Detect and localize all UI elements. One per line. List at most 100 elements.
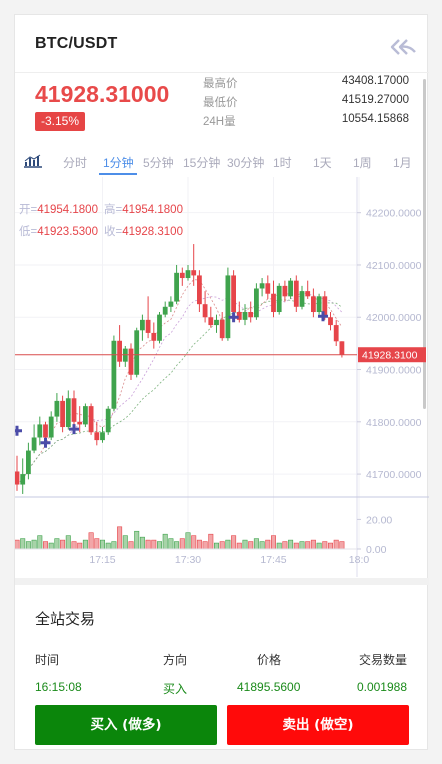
candle-body [299,291,305,307]
market-card: BTC/USDT 41928.31000 -3.15% 最高价 43408.17… [14,14,429,750]
tab-1min[interactable]: 1分钟 [103,156,134,170]
high-label: 高= [104,202,122,216]
candle-body [316,296,322,313]
candle-body [174,272,179,302]
x-tick-label: 17:15 [89,554,115,566]
volume-bar [322,541,328,550]
stat-label: 最高价 [203,78,238,90]
volume-bar [65,535,71,550]
col-header-price: 价格 [257,653,282,667]
candle-body [83,406,88,425]
ticker-stats: 最高价 43408.17000 最低价 41519.27000 24H量 105… [203,75,409,132]
y-tick-label: 42100.0000 [366,260,422,272]
candle-body [54,400,60,417]
active-tab-underline [99,173,137,175]
volume-bar [139,536,145,550]
trade-marker [15,425,22,436]
candle-body [31,437,37,451]
candle-body [271,293,276,313]
x-tick-label: 18:0 [349,554,370,566]
current-price-label: 41928.3100 [362,350,418,362]
candle-body [231,275,236,313]
ma5-line [16,279,343,485]
stat-value: 43408.17000 [341,75,409,87]
volume-bar [208,533,214,550]
volume-bar [242,539,248,550]
interval-tabs: 分时 1分钟 5分钟 15分钟 30分钟 1时 1天 1周 1月 [15,149,419,177]
candle-body [37,424,43,438]
volume-bar [174,541,180,550]
col-header-time: 时间 [35,653,60,667]
close-label: 收= [104,224,122,238]
candle-body [328,317,333,326]
volume-bar [333,539,339,550]
candle-body [151,332,157,341]
trade-marker [318,311,328,322]
tab-5min[interactable]: 5分钟 [143,156,174,170]
chart-bars-icon[interactable] [23,154,43,168]
candle-body [191,270,197,276]
volume-bar [100,539,106,550]
tab-1hour[interactable]: 1时 [273,156,292,170]
x-tick-label: 17:45 [260,554,286,566]
volume-bar [37,535,43,550]
last-price: 41928.31000 [35,81,170,107]
candle-body [65,398,71,428]
ma20-line [16,299,343,485]
double-back-arrow-icon[interactable] [389,37,417,57]
volume-bar [128,541,134,550]
volume-bar [265,539,271,550]
low-label: 低= [19,225,37,238]
ohlc-readout-row2: 低=41923.5300 收=41928.3100 [19,224,183,238]
open-value: 41954.1800 [37,204,98,216]
y-tick-label: 42200.0000 [366,208,422,220]
candle-body [242,312,248,320]
buy-long-button[interactable]: 买入 (做多) [35,705,217,745]
volume-bar [259,541,265,550]
candle-body [214,319,219,326]
volume-bar [185,532,191,550]
tab-15min[interactable]: 15分钟 [183,156,221,170]
tab-timeline[interactable]: 分时 [63,156,88,170]
close-value: 41928.3100 [122,226,183,238]
open-label: 开= [19,204,37,216]
candle-body [26,450,31,475]
volume-tick-label: 20.00 [366,514,392,526]
candle-body [276,285,282,313]
candle-body [15,471,20,485]
volume-bar [82,539,88,550]
tab-1week[interactable]: 1周 [353,156,372,170]
stat-value: 10554.15868 [341,113,409,125]
candle-body [311,296,316,313]
volume-bar [117,526,123,550]
candle-body [293,280,299,307]
candle-body [134,330,140,375]
volume-bar [77,542,83,550]
trade-marker [40,437,51,448]
candle-body [71,398,77,422]
candle-body [185,270,191,279]
candle-body [77,421,83,425]
candle-body [100,432,105,441]
volume-bar [25,541,31,550]
candle-body [179,272,185,279]
col-header-qty: 交易数量 [358,653,407,667]
tab-30min[interactable]: 30分钟 [227,156,265,170]
y-tick-label: 41800.0000 [366,417,422,429]
tab-1month[interactable]: 1月 [393,156,412,170]
stat-label: 最低价 [203,97,238,109]
candle-body [111,340,117,409]
volume-bar [270,535,276,550]
sell-short-button[interactable]: 卖出 (做空) [227,705,409,745]
volume-bar [88,532,94,550]
tab-1day[interactable]: 1天 [313,156,332,170]
stat-high: 最高价 43408.17000 [203,75,409,94]
scrollbar-thumb[interactable] [423,79,426,409]
volume-bar [219,541,225,550]
candlestick-chart[interactable]: 42200.0000 42100.0000 42000.0000 41900.0000… [15,177,429,577]
volume-bar [20,538,26,550]
volume-bar [253,538,259,550]
candle-body [88,406,94,433]
x-tick-label: 17:30 [175,554,201,566]
y-tick-label: 41700.0000 [366,469,422,481]
